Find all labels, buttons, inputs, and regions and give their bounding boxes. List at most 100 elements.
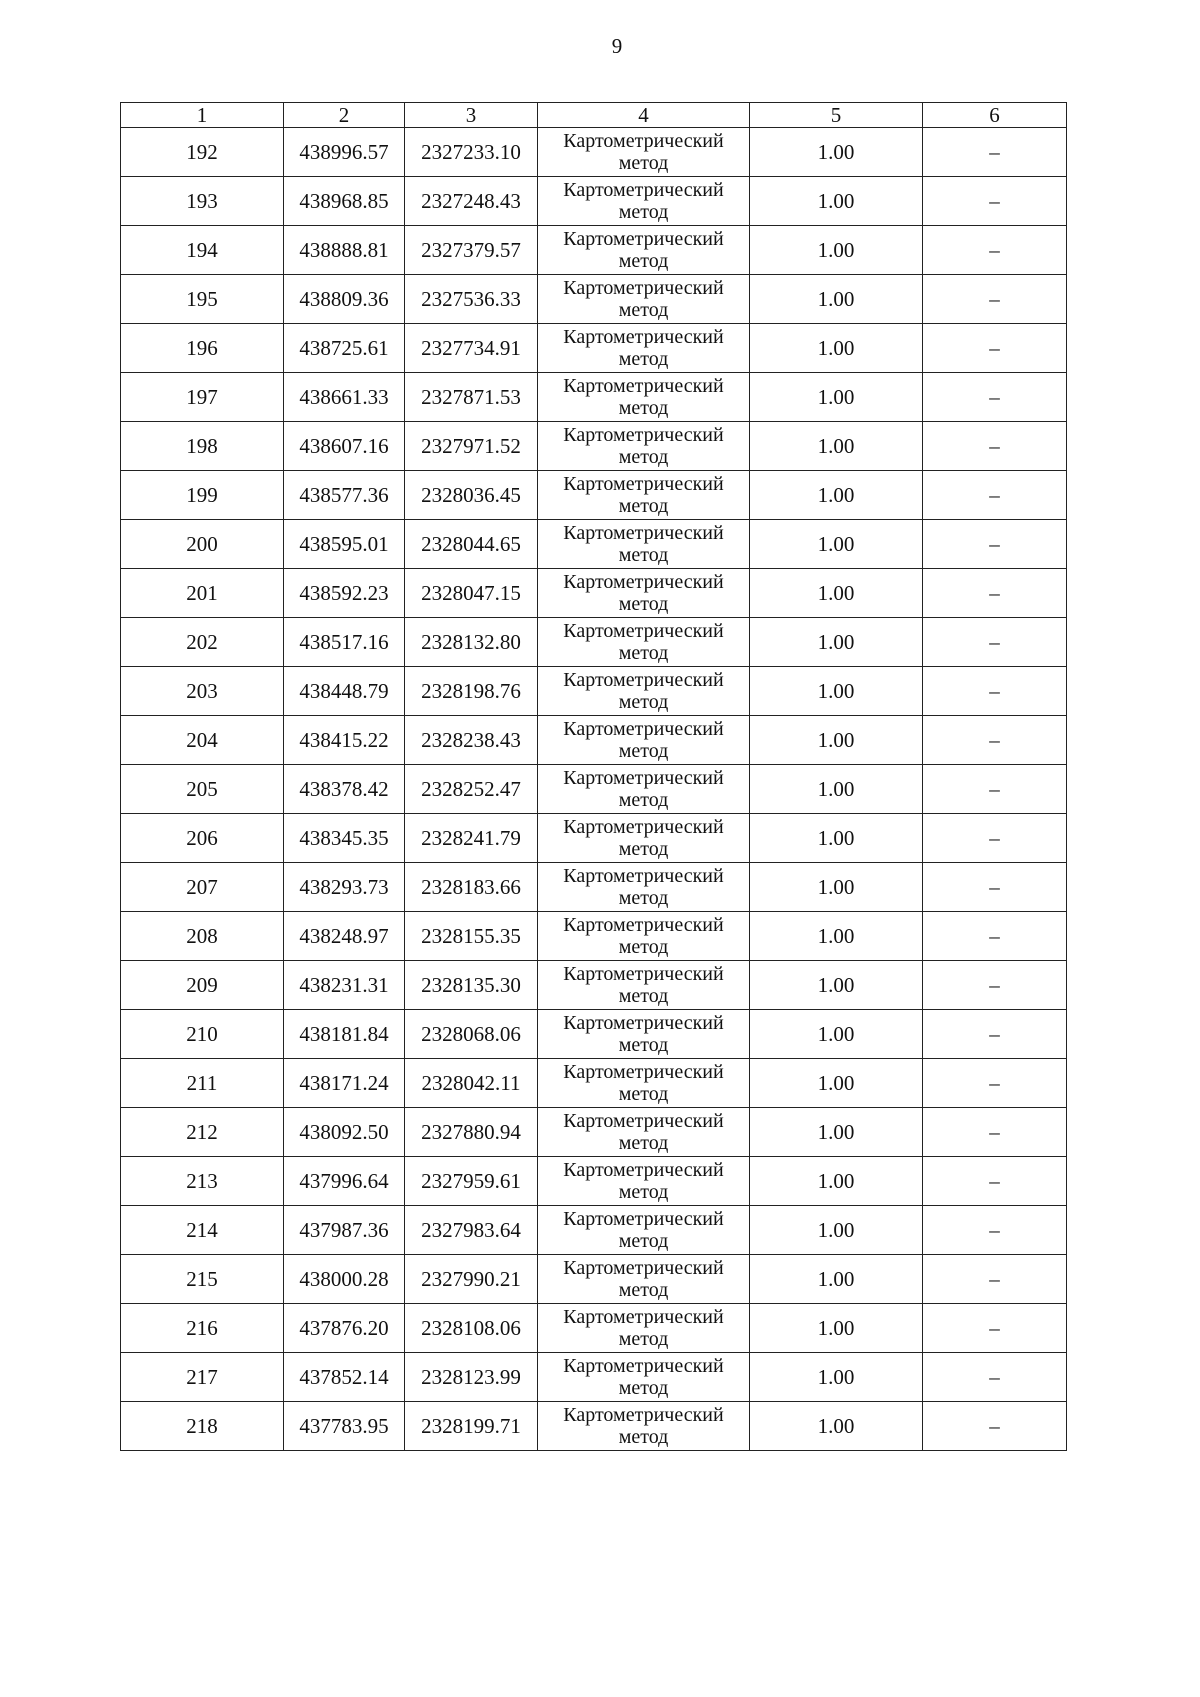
method-line1: Картометрический [563, 522, 724, 544]
method-line1: Картометрический [563, 179, 724, 201]
point-number-cell: 200 [120, 519, 284, 569]
method-line2: метод [618, 1377, 669, 1399]
x-coordinate-cell: 438171.24 [283, 1058, 405, 1108]
table-row: 205 438378.42 2328252.47 Картометрический ме… [120, 764, 1067, 814]
method-line2: метод [618, 250, 669, 272]
method-line1: Картометрический [563, 424, 724, 446]
x-coordinate-cell: 438725.61 [283, 323, 405, 373]
point-number-cell: 217 [120, 1352, 284, 1402]
method-cell: Картометрический метод [537, 617, 750, 667]
point-number-cell: 205 [120, 764, 284, 814]
description-cell: – [922, 715, 1067, 765]
method-line2: метод [618, 446, 669, 468]
point-number-cell: 212 [120, 1107, 284, 1157]
point-number-cell: 203 [120, 666, 284, 716]
x-coordinate-cell: 438345.35 [283, 813, 405, 863]
table-row: 218 437783.95 2328199.71 Картометрический ме… [120, 1401, 1067, 1451]
description-cell: – [922, 764, 1067, 814]
accuracy-cell: 1.00 [749, 421, 923, 471]
table-row: 209 438231.31 2328135.30 Картометрический ме… [120, 960, 1067, 1010]
y-coordinate-cell: 2328042.11 [404, 1058, 538, 1108]
y-coordinate-cell: 2327990.21 [404, 1254, 538, 1304]
x-coordinate-cell: 438415.22 [283, 715, 405, 765]
accuracy-cell: 1.00 [749, 1303, 923, 1353]
point-number-cell: 196 [120, 323, 284, 373]
table-row: 197 438661.33 2327871.53 Картометрический ме… [120, 372, 1067, 422]
method-line1: Картометрический [563, 1306, 724, 1328]
accuracy-cell: 1.00 [749, 1107, 923, 1157]
point-number-cell: 197 [120, 372, 284, 422]
method-line2: метод [618, 1279, 669, 1301]
x-coordinate-cell: 437876.20 [283, 1303, 405, 1353]
x-coordinate-cell: 438968.85 [283, 176, 405, 226]
method-line1: Картометрический [563, 326, 724, 348]
method-cell: Картометрический метод [537, 470, 750, 520]
point-number-cell: 199 [120, 470, 284, 520]
description-cell: – [922, 372, 1067, 422]
method-line2: метод [618, 201, 669, 223]
method-cell: Картометрический метод [537, 1107, 750, 1157]
x-coordinate-cell: 437852.14 [283, 1352, 405, 1402]
x-coordinate-cell: 438809.36 [283, 274, 405, 324]
method-line2: метод [618, 1230, 669, 1252]
accuracy-cell: 1.00 [749, 666, 923, 716]
point-number-cell: 209 [120, 960, 284, 1010]
table-row: 200 438595.01 2328044.65 Картометрический ме… [120, 519, 1067, 569]
coordinates-table: 1 2 3 4 5 6 192 438996.57 2327233.10 Картом… [120, 102, 1067, 1451]
point-number-cell: 206 [120, 813, 284, 863]
description-cell: – [922, 568, 1067, 618]
header-cell: 5 [749, 102, 923, 128]
y-coordinate-cell: 2327971.52 [404, 421, 538, 471]
accuracy-cell: 1.00 [749, 1058, 923, 1108]
description-cell: – [922, 1352, 1067, 1402]
method-line1: Картометрический [563, 1355, 724, 1377]
method-line1: Картометрический [563, 1159, 724, 1181]
method-line1: Картометрический [563, 767, 724, 789]
description-cell: – [922, 1401, 1067, 1451]
point-number-cell: 193 [120, 176, 284, 226]
header-cell: 2 [283, 102, 405, 128]
table-row: 212 438092.50 2327880.94 Картометрический ме… [120, 1107, 1067, 1157]
table-row: 195 438809.36 2327536.33 Картометрический ме… [120, 274, 1067, 324]
table-row: 214 437987.36 2327983.64 Картометрический ме… [120, 1205, 1067, 1255]
method-line2: метод [618, 1083, 669, 1105]
table-row: 215 438000.28 2327990.21 Картометрический ме… [120, 1254, 1067, 1304]
x-coordinate-cell: 438248.97 [283, 911, 405, 961]
point-number-cell: 202 [120, 617, 284, 667]
description-cell: – [922, 666, 1067, 716]
x-coordinate-cell: 438378.42 [283, 764, 405, 814]
table-row: 198 438607.16 2327971.52 Картометрический ме… [120, 421, 1067, 471]
accuracy-cell: 1.00 [749, 1156, 923, 1206]
method-cell: Картометрический метод [537, 764, 750, 814]
description-cell: – [922, 470, 1067, 520]
x-coordinate-cell: 438607.16 [283, 421, 405, 471]
point-number-cell: 195 [120, 274, 284, 324]
x-coordinate-cell: 438092.50 [283, 1107, 405, 1157]
method-cell: Картометрический метод [537, 1156, 750, 1206]
accuracy-cell: 1.00 [749, 1254, 923, 1304]
description-cell: – [922, 1107, 1067, 1157]
method-cell: Картометрический метод [537, 519, 750, 569]
method-cell: Картометрический метод [537, 666, 750, 716]
table-row: 217 437852.14 2328123.99 Картометрический ме… [120, 1352, 1067, 1402]
accuracy-cell: 1.00 [749, 617, 923, 667]
y-coordinate-cell: 2328135.30 [404, 960, 538, 1010]
method-line2: метод [618, 1426, 669, 1448]
x-coordinate-cell: 438448.79 [283, 666, 405, 716]
point-number-cell: 210 [120, 1009, 284, 1059]
method-cell: Картометрический метод [537, 225, 750, 275]
table-row: 211 438171.24 2328042.11 Картометрический ме… [120, 1058, 1067, 1108]
header-cell: 1 [120, 102, 284, 128]
point-number-cell: 208 [120, 911, 284, 961]
accuracy-cell: 1.00 [749, 911, 923, 961]
y-coordinate-cell: 2328132.80 [404, 617, 538, 667]
method-line1: Картометрический [563, 914, 724, 936]
method-line1: Картометрический [563, 130, 724, 152]
table-row: 206 438345.35 2328241.79 Картометрический ме… [120, 813, 1067, 863]
header-cell: 6 [922, 102, 1067, 128]
point-number-cell: 207 [120, 862, 284, 912]
method-cell: Картометрический метод [537, 1254, 750, 1304]
description-cell: – [922, 176, 1067, 226]
x-coordinate-cell: 438996.57 [283, 127, 405, 177]
method-cell: Картометрический метод [537, 1009, 750, 1059]
